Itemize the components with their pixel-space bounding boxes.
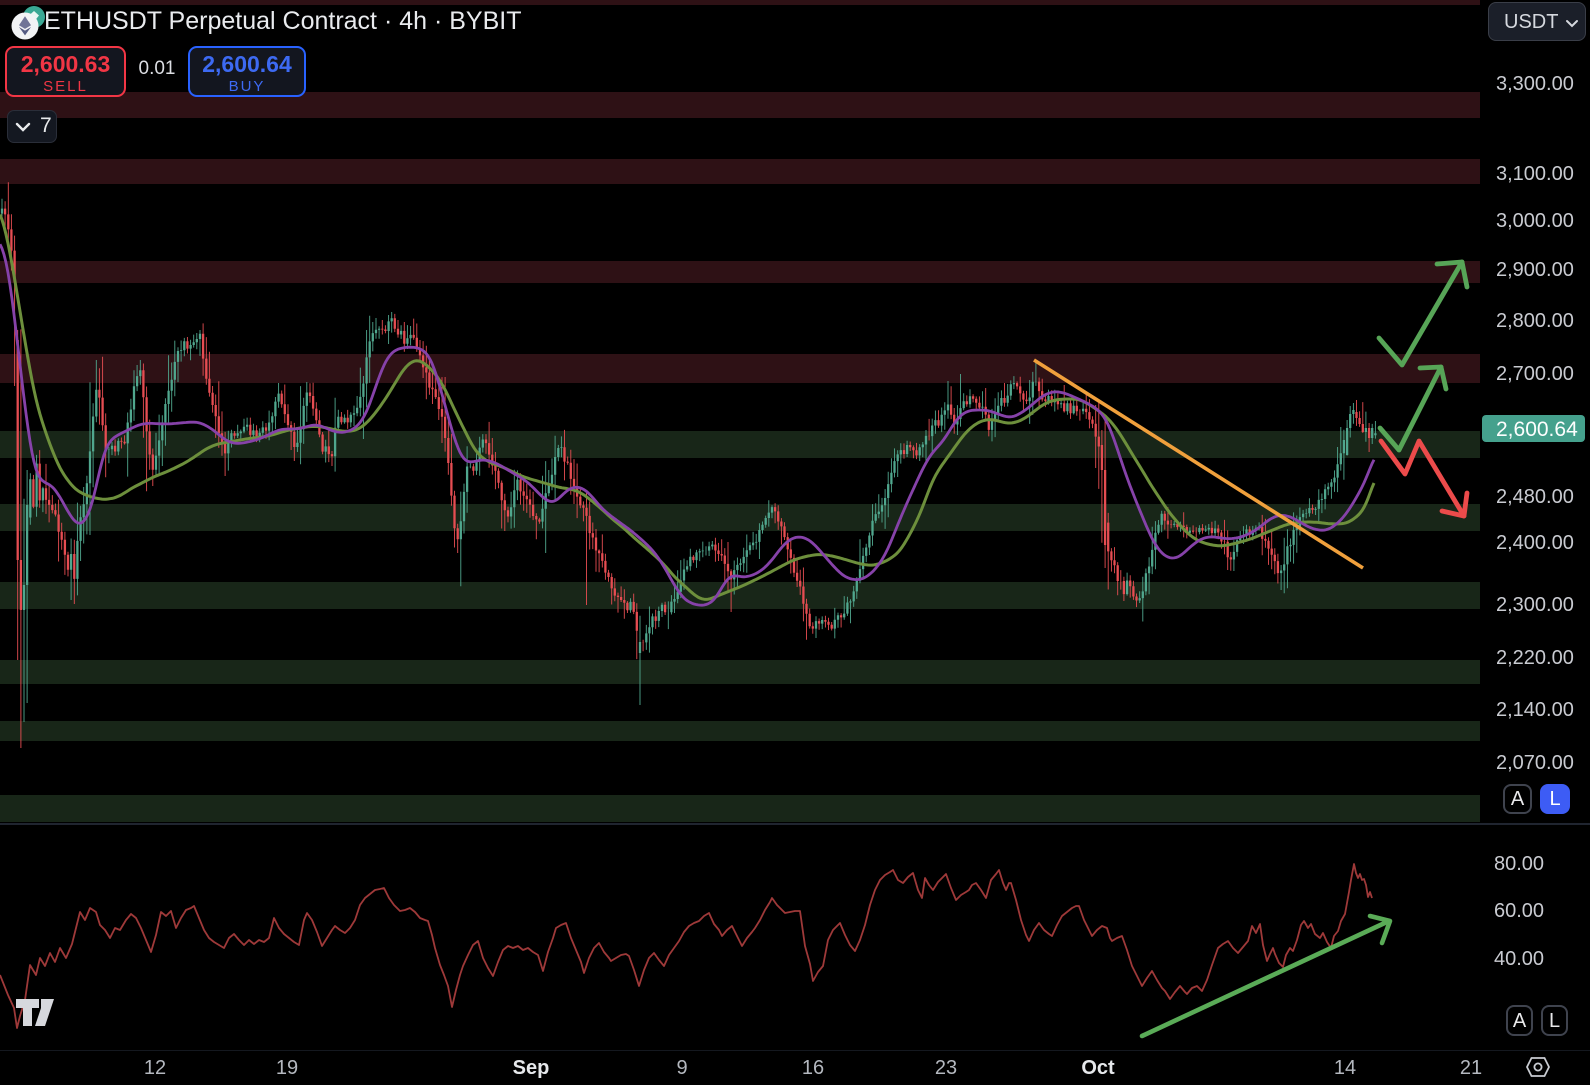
svg-text:2,800.00: 2,800.00 xyxy=(1496,310,1574,332)
svg-text:2,300.00: 2,300.00 xyxy=(1496,594,1574,616)
svg-text:3,100.00: 3,100.00 xyxy=(1496,163,1574,185)
svg-text:2,070.00: 2,070.00 xyxy=(1496,752,1574,774)
svg-text:2,140.00: 2,140.00 xyxy=(1496,699,1574,721)
svg-text:12: 12 xyxy=(144,1057,166,1079)
svg-text:16: 16 xyxy=(802,1057,824,1079)
svg-text:2,700.00: 2,700.00 xyxy=(1496,363,1574,385)
svg-text:2,400.00: 2,400.00 xyxy=(1496,532,1574,554)
svg-text:2,480.00: 2,480.00 xyxy=(1496,486,1574,508)
svg-text:3,300.00: 3,300.00 xyxy=(1496,73,1574,95)
svg-text:40.00: 40.00 xyxy=(1494,948,1544,970)
svg-text:Oct: Oct xyxy=(1081,1057,1115,1079)
svg-text:80.00: 80.00 xyxy=(1494,853,1544,875)
svg-text:3,000.00: 3,000.00 xyxy=(1496,210,1574,232)
svg-text:23: 23 xyxy=(935,1057,957,1079)
svg-text:2,600.64: 2,600.64 xyxy=(1496,418,1578,441)
svg-text:14: 14 xyxy=(1334,1057,1356,1079)
svg-text:9: 9 xyxy=(676,1057,687,1079)
svg-text:2,900.00: 2,900.00 xyxy=(1496,259,1574,281)
svg-text:Sep: Sep xyxy=(513,1057,550,1079)
svg-text:60.00: 60.00 xyxy=(1494,900,1544,922)
svg-text:19: 19 xyxy=(276,1057,298,1079)
svg-text:21: 21 xyxy=(1460,1057,1482,1079)
svg-text:2,220.00: 2,220.00 xyxy=(1496,647,1574,669)
